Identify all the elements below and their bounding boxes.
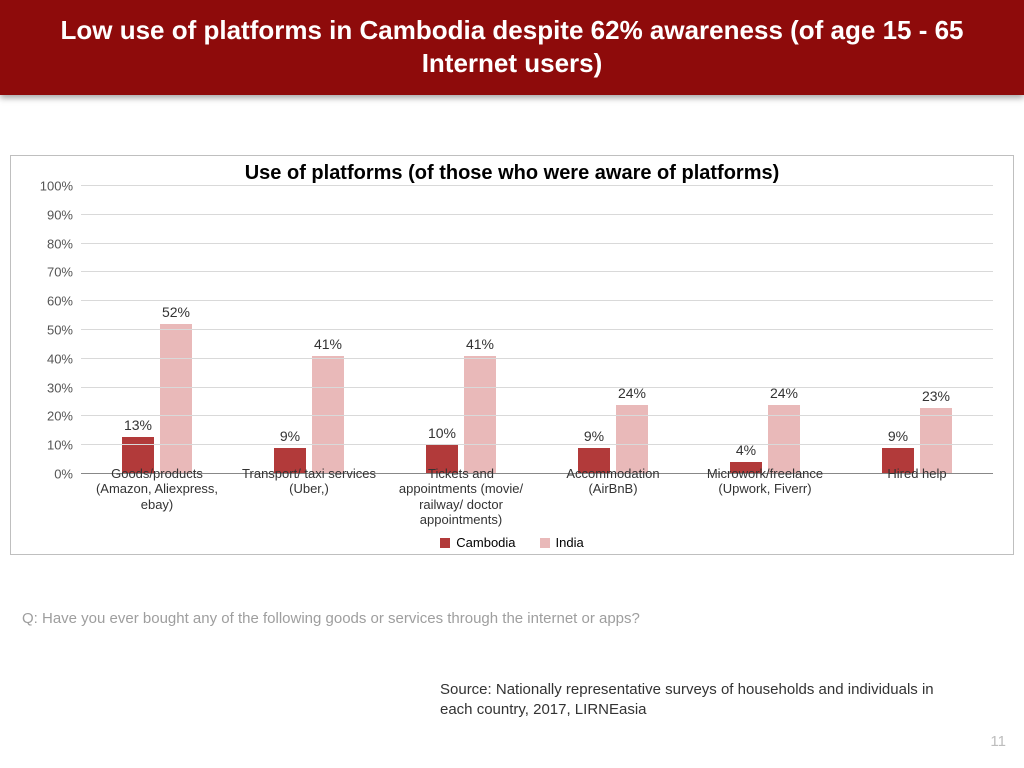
header-bar: Low use of platforms in Cambodia despite… [0, 0, 1024, 95]
category-label: Tickets and appointments (movie/ railway… [385, 460, 537, 528]
bar-value-label: 41% [450, 336, 510, 352]
bar-value-label: 9% [564, 428, 624, 444]
page-number: 11 [990, 733, 1006, 750]
y-tick-label: 10% [47, 438, 73, 453]
bar-value-label: 9% [868, 428, 928, 444]
chart-title: Use of platforms (of those who were awar… [11, 156, 1013, 185]
y-tick-label: 50% [47, 323, 73, 338]
category-label: Hired help [841, 460, 993, 528]
bar-value-label: 52% [146, 304, 206, 320]
y-tick-label: 40% [47, 351, 73, 366]
bar: 52% [160, 324, 192, 474]
bar-value-label: 41% [298, 336, 358, 352]
survey-question: Q: Have you ever bought any of the follo… [22, 610, 640, 627]
legend-item: Cambodia [440, 535, 515, 550]
category-label: Microwork/freelance (Upwork, Fiverr) [689, 460, 841, 528]
legend: Cambodia India [11, 535, 1013, 550]
bar-group: 13%52% [81, 186, 233, 474]
grid-line [81, 387, 993, 388]
y-tick-label: 60% [47, 294, 73, 309]
bar-group: 9% 23% [841, 186, 993, 474]
bar-value-label: 23% [906, 388, 966, 404]
grid-line [81, 214, 993, 215]
bar-value-label: 13% [108, 417, 168, 433]
grid-line [81, 243, 993, 244]
grid-line [81, 358, 993, 359]
grid-line [81, 444, 993, 445]
grid-line [81, 329, 993, 330]
legend-item: India [540, 535, 584, 550]
bar-groups: 13%52%9%41%10%41%9%24%4%24%9%23% [81, 186, 993, 474]
bar-value-label: 9% [260, 428, 320, 444]
legend-swatch [540, 538, 550, 548]
page-title: Low use of platforms in Cambodia despite… [24, 14, 1000, 79]
y-tick-label: 90% [47, 207, 73, 222]
y-axis: 0%10%20%30%40%50%60%70%80%90%100% [11, 186, 81, 474]
slide: Low use of platforms in Cambodia despite… [0, 0, 1024, 768]
y-tick-label: 30% [47, 380, 73, 395]
category-label: Goods/products (Amazon, Aliexpress, ebay… [81, 460, 233, 528]
chart-container: Use of platforms (of those who were awar… [10, 155, 1014, 555]
bar-group: 4%24% [689, 186, 841, 474]
source-citation: Source: Nationally representative survey… [440, 680, 964, 721]
grid-line [81, 271, 993, 272]
y-tick-label: 70% [47, 265, 73, 280]
category-label: Accommodation (AirBnB) [537, 460, 689, 528]
bar-group: 9% 41% [233, 186, 385, 474]
legend-label: Cambodia [456, 535, 515, 550]
plot-area: 13%52%9%41%10%41%9%24%4%24%9%23% [81, 186, 993, 474]
legend-swatch [440, 538, 450, 548]
y-tick-label: 20% [47, 409, 73, 424]
category-labels: Goods/products (Amazon, Aliexpress, ebay… [81, 460, 993, 528]
y-tick-label: 100% [40, 179, 73, 194]
grid-line [81, 300, 993, 301]
bar-group: 10% 41% [385, 186, 537, 474]
bar-group: 9%24% [537, 186, 689, 474]
y-tick-label: 80% [47, 236, 73, 251]
category-label: Transport/ taxi services (Uber,) [233, 460, 385, 528]
bar-value-label: 10% [412, 425, 472, 441]
grid-line [81, 415, 993, 416]
legend-label: India [556, 535, 584, 550]
grid-line [81, 185, 993, 186]
y-tick-label: 0% [54, 467, 73, 482]
